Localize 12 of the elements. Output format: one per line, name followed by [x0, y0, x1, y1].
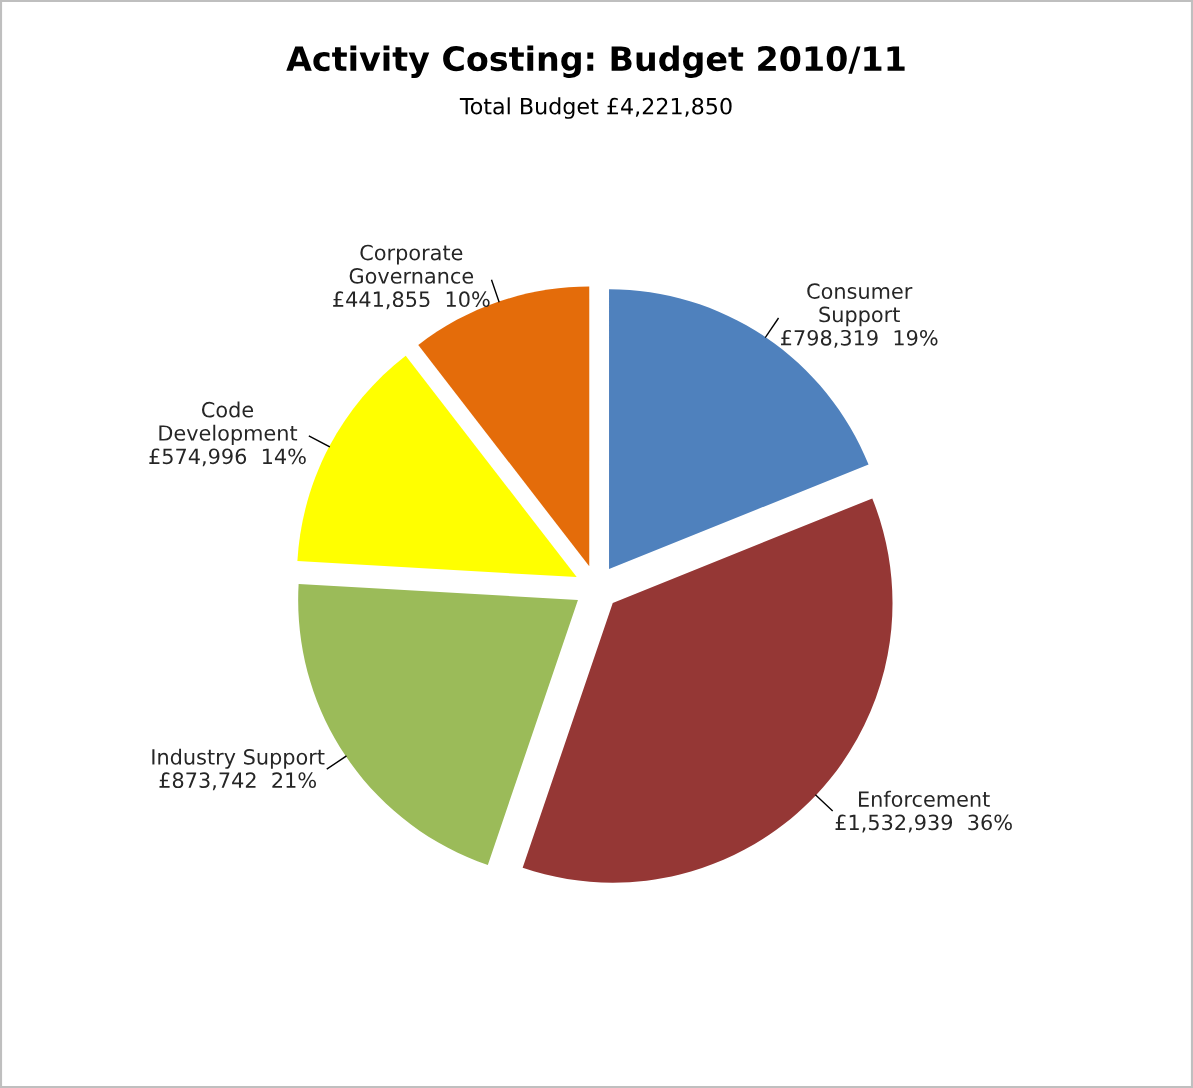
slice-label: Industry Support — [152, 748, 325, 769]
data-label: £1,532,939 36% — [835, 814, 1012, 833]
slice-label: Enforcement — [859, 790, 990, 807]
data-label: £798,319 19% — [781, 329, 938, 348]
chart-subtitle: Total Budget £4,221,850 — [459, 97, 732, 119]
slice-label: Consumer Support — [807, 283, 913, 327]
chart-title: Activity Costing: Budget 2010/11 — [286, 45, 905, 78]
slice-label: Code Development — [159, 401, 298, 445]
slice-label: Corporate Governance — [349, 244, 474, 284]
data-label: £574,996 14% — [149, 448, 306, 467]
data-label: £441,855 10% — [333, 291, 490, 310]
data-label: £873,742 21% — [159, 772, 316, 791]
